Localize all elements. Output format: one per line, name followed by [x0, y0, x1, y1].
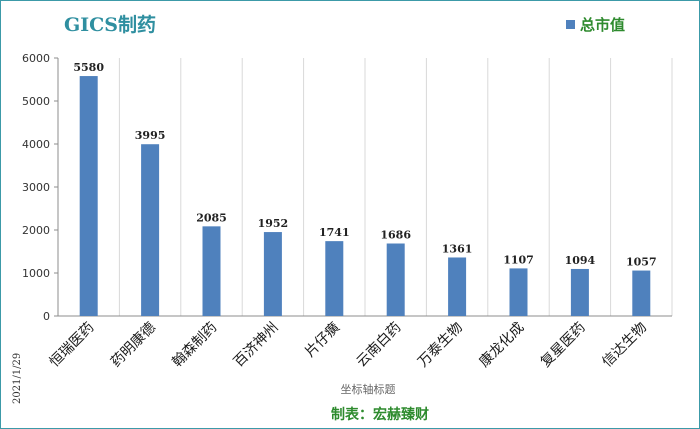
y-tick-label: 0: [43, 310, 50, 323]
x-tick-label: 云南白药: [354, 320, 405, 371]
x-tick-label: 片仔癀: [301, 319, 343, 361]
legend-swatch: [566, 20, 575, 29]
bar: [79, 76, 98, 316]
data-label: 1952: [258, 217, 289, 230]
bar: [509, 268, 528, 316]
y-tick-label: 6000: [22, 52, 50, 65]
y-tick-label: 1000: [22, 267, 50, 280]
y-tick-label: 4000: [22, 138, 50, 151]
x-axis-title: 坐标轴标题: [340, 383, 396, 396]
footer-credit: 制表：宏赫臻财: [331, 407, 429, 423]
x-tick-label: 万泰生物: [415, 320, 466, 371]
bar: [202, 226, 221, 316]
data-label: 2085: [196, 211, 227, 224]
y-tick-label: 2000: [22, 224, 50, 237]
y-tick-label: 3000: [22, 181, 50, 194]
x-tick-label: 康龙化成: [476, 319, 528, 371]
data-label: 1741: [319, 226, 350, 239]
data-label: 3995: [135, 129, 166, 142]
data-label: 1107: [503, 253, 534, 266]
data-label: 5580: [73, 61, 104, 74]
data-label: 1361: [442, 242, 473, 255]
bar: [386, 243, 405, 316]
legend: 总市值: [566, 14, 625, 35]
bar: [263, 232, 282, 316]
x-tick-label: 恒瑞医药: [47, 320, 98, 371]
x-tick-label: 百济神州: [231, 320, 282, 371]
bar: [448, 257, 467, 316]
x-tick-label: 信达生物: [599, 320, 650, 371]
bar: [632, 270, 651, 316]
x-tick-label: 药明康德: [107, 319, 159, 371]
bar: [141, 144, 160, 316]
x-tick-label: 复星医药: [537, 319, 589, 371]
bar: [570, 268, 589, 316]
y-tick-label: 5000: [22, 95, 50, 108]
data-label: 1686: [380, 229, 411, 242]
bar: [325, 241, 344, 316]
x-tick-label: 翰森制药: [169, 320, 220, 371]
data-label: 1057: [626, 256, 657, 269]
chart-title: GICS制药: [64, 14, 156, 36]
data-label: 1094: [565, 254, 596, 267]
legend-label: 总市值: [580, 16, 626, 34]
